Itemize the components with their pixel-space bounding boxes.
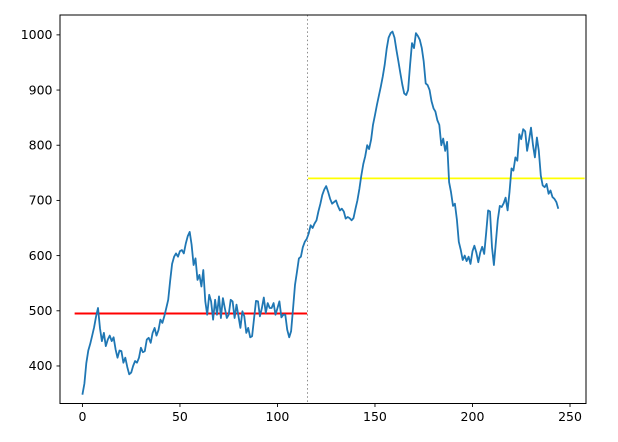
plot-border [59,14,587,404]
y-tick-label: 900 [29,82,53,97]
x-axis: 0 50 100 150 200 250 [78,403,582,424]
y-tick-label: 1000 [21,27,53,42]
x-tick-label: 150 [363,409,387,424]
x-tick-label: 0 [78,409,86,424]
x-tick-label: 200 [461,409,485,424]
y-tick-label: 800 [29,137,53,152]
annotations-layer [74,15,585,404]
x-tick-label: 50 [172,409,188,424]
y-tick-label: 600 [29,248,53,263]
series-line [81,30,560,395]
y-tick-label: 500 [29,303,53,318]
y-axis: 400 500 600 700 800 900 1000 [21,27,60,373]
x-tick-label: 100 [266,409,290,424]
y-tick-label: 400 [29,358,53,373]
x-tick-label: 250 [558,409,582,424]
y-tick-label: 700 [29,193,53,208]
